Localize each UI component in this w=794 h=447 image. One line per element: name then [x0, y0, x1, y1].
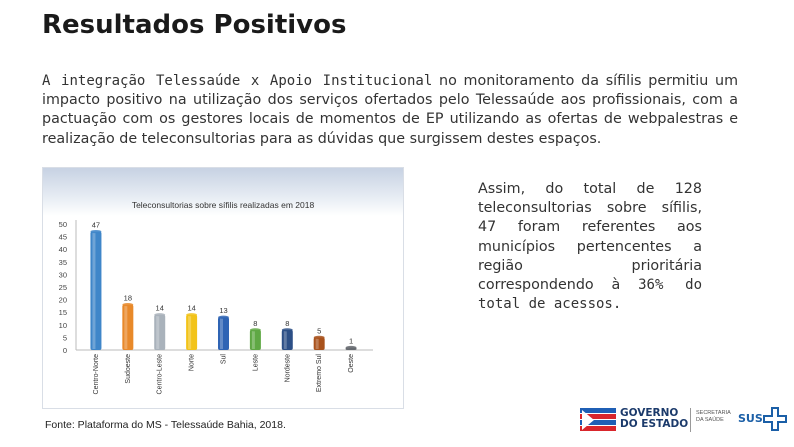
side-text-main: Assim, do total de 128 teleconsultorias …	[478, 181, 702, 294]
x-tick-label: Sul	[221, 354, 228, 365]
y-tick-label: 0	[63, 346, 67, 355]
data-label: 14	[187, 304, 195, 313]
bar-cap	[345, 345, 357, 350]
x-tick-label: Centro-Leste	[157, 354, 164, 395]
y-tick-label: 25	[59, 283, 67, 292]
bar-cap	[122, 303, 134, 307]
bar-highlight	[92, 232, 96, 349]
source-note: Fonte: Plataforma do MS - Telessaúde Bah…	[45, 419, 286, 431]
bar-sudoeste	[122, 304, 134, 350]
data-label: 47	[92, 221, 100, 230]
data-label: 8	[253, 319, 257, 328]
bahia-flag-icon	[580, 408, 616, 431]
x-tick-label: Norte	[189, 354, 196, 371]
bar-highlight	[188, 315, 192, 349]
sec-line1: Secretaria	[696, 410, 731, 416]
bar-highlight	[124, 305, 128, 349]
data-label: 14	[156, 304, 164, 313]
bar-cap	[90, 229, 102, 234]
y-tick-label: 15	[59, 308, 67, 317]
bar-chart: 5045403530252015105047Centro-Norte18Sudo…	[59, 220, 373, 395]
x-tick-label: Sudoeste	[125, 354, 132, 384]
x-tick-label: Leste	[252, 354, 259, 371]
bar-highlight	[283, 330, 287, 349]
y-tick-label: 5	[63, 333, 67, 342]
bar-sul	[218, 317, 229, 350]
logo-divider	[690, 408, 691, 432]
bar-norte	[186, 314, 198, 350]
y-tick-label: 45	[59, 233, 67, 242]
x-tick-label: Nordeste	[284, 354, 291, 383]
gov-line1: GOVERNO	[620, 407, 679, 419]
bar-cap	[281, 328, 293, 332]
bar-highlight	[220, 318, 223, 349]
y-tick-label: 50	[59, 220, 67, 229]
gov-wordmark: GOVERNO DO ESTADO	[620, 408, 688, 430]
sus-wordmark: SUS	[738, 412, 763, 425]
bar-nordeste	[281, 329, 293, 350]
x-tick-label: Oeste	[348, 354, 355, 373]
data-label: 18	[124, 294, 132, 303]
bar-highlight	[315, 338, 319, 349]
side-text-highlight: 36% do total de acessos.	[478, 277, 702, 313]
footer-logos: GOVERNO DO ESTADO Secretaria da Saúde SU…	[580, 402, 794, 442]
bar-centro-norte	[90, 231, 102, 350]
gov-line2: DO ESTADO	[620, 418, 689, 430]
bar-cap	[186, 313, 198, 317]
secretaria-wordmark: Secretaria da Saúde	[696, 410, 731, 423]
bar-leste	[249, 329, 261, 350]
bar-extremo-sul	[313, 337, 325, 350]
y-tick-label: 20	[59, 296, 67, 305]
chart-title: Teleconsultorias sobre sífilis realizada…	[131, 200, 315, 210]
x-tick-label: Centro-Norte	[93, 354, 100, 395]
data-label: 1	[349, 336, 353, 345]
bar-highlight	[251, 330, 255, 349]
sec-line2: da Saúde	[696, 416, 724, 423]
data-label: 5	[317, 326, 321, 335]
data-label: 13	[219, 306, 227, 315]
intro-strong: A integração Telessaúde x Apoio Instituc…	[42, 73, 433, 89]
bar-highlight	[156, 315, 160, 349]
slide-title: Resultados Positivos	[42, 10, 347, 40]
bar-centro-leste	[154, 314, 166, 350]
intro-paragraph: A integração Telessaúde x Apoio Instituc…	[42, 72, 738, 149]
bar-cap	[154, 313, 166, 317]
chart-panel: Teleconsultorias sobre sífilis realizada…	[42, 167, 404, 409]
bar-cap	[218, 315, 229, 319]
y-tick-label: 35	[59, 258, 67, 267]
y-tick-label: 10	[59, 321, 67, 330]
data-label: 8	[285, 319, 289, 328]
sus-cross-icon	[763, 407, 787, 431]
bar-cap	[313, 335, 325, 339]
x-tick-label: Extremo Sul	[316, 354, 323, 393]
bar-cap	[249, 328, 261, 332]
intro-rest: no monitoramento da sífilis permitiu um …	[42, 73, 739, 147]
y-tick-label: 40	[59, 245, 67, 254]
side-paragraph: Assim, do total de 128 teleconsultorias …	[478, 180, 702, 314]
y-tick-label: 30	[59, 270, 67, 279]
